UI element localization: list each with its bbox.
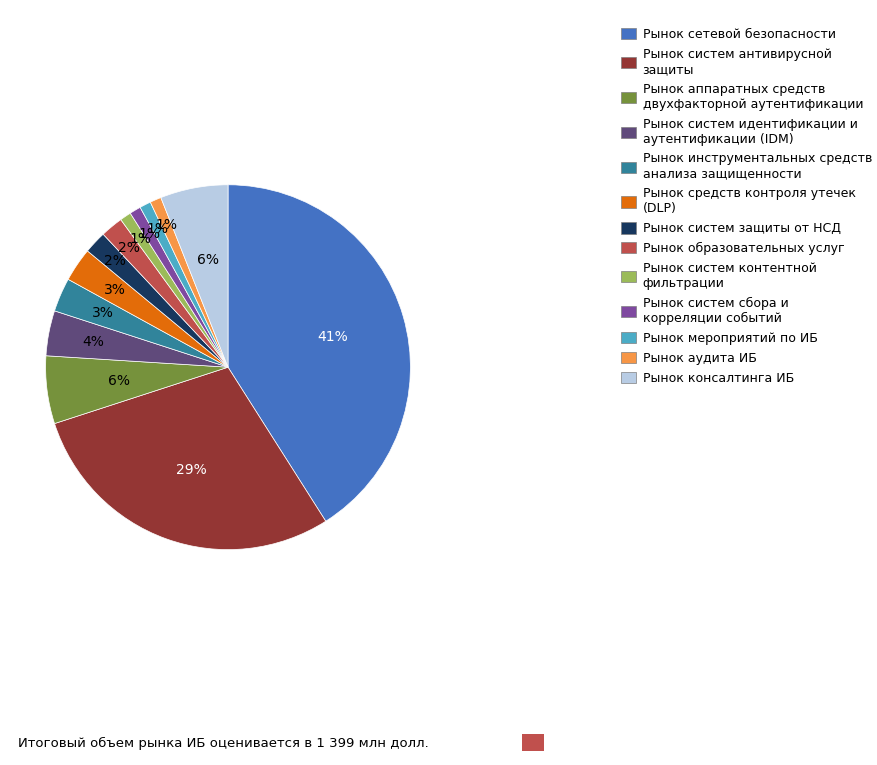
Text: 6%: 6% — [196, 252, 218, 267]
Text: 2%: 2% — [104, 254, 126, 268]
Text: 6%: 6% — [109, 374, 131, 388]
Wedge shape — [131, 207, 228, 367]
Wedge shape — [140, 202, 228, 367]
Text: 3%: 3% — [91, 306, 113, 320]
Wedge shape — [103, 220, 228, 367]
Wedge shape — [54, 279, 228, 367]
Text: 29%: 29% — [175, 463, 206, 477]
Wedge shape — [228, 185, 410, 521]
Text: 1%: 1% — [155, 218, 177, 232]
Text: 1%: 1% — [138, 226, 160, 241]
Wedge shape — [68, 251, 228, 367]
Legend: Рынок сетевой безопасности, Рынок систем антивирусной
защиты, Рынок аппаратных с: Рынок сетевой безопасности, Рынок систем… — [617, 23, 877, 389]
Text: Итоговый объем рынка ИБ оценивается в 1 399 млн долл.: Итоговый объем рынка ИБ оценивается в 1 … — [18, 737, 428, 750]
Wedge shape — [46, 311, 228, 367]
Text: 1%: 1% — [130, 232, 152, 246]
Wedge shape — [150, 197, 228, 367]
Text: 41%: 41% — [317, 330, 348, 343]
Wedge shape — [121, 213, 228, 367]
Text: 1%: 1% — [146, 222, 168, 236]
Wedge shape — [88, 234, 228, 367]
Wedge shape — [160, 185, 228, 367]
Text: 2%: 2% — [118, 241, 140, 255]
Text: 4%: 4% — [82, 334, 104, 349]
Wedge shape — [54, 367, 325, 549]
Text: 3%: 3% — [104, 283, 125, 298]
Wedge shape — [46, 356, 228, 424]
